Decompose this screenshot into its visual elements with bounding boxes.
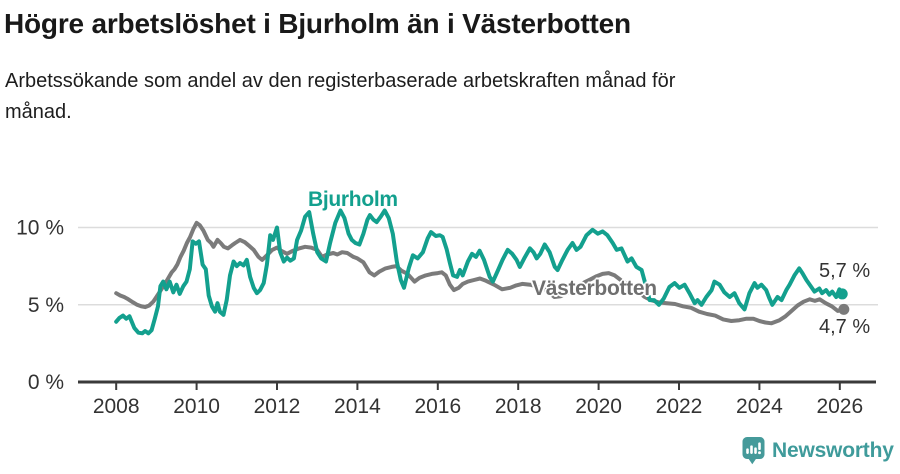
x-tick-label: 2016: [414, 395, 461, 418]
series-label-bjurholm: Bjurholm: [308, 188, 398, 211]
x-tick-label: 2026: [816, 395, 863, 418]
end-value-label-bjurholm: 5,7 %: [819, 260, 871, 282]
newsworthy-logo: Newsworthy: [742, 437, 894, 465]
newsworthy-icon: [742, 437, 765, 465]
x-tick-label: 2018: [495, 395, 542, 418]
series-end-dot-bjurholm: [836, 288, 848, 300]
series-line-västerbotten: [114, 220, 846, 326]
end-value-label-vasterbotten: 4,7 %: [819, 316, 871, 338]
x-tick-label: 2022: [656, 395, 703, 418]
series-line-bjurholm: [114, 208, 845, 336]
x-tick-label: 2012: [254, 395, 301, 418]
series-label-vasterbotten: Västerbotten: [532, 277, 657, 300]
x-tick-label: 2008: [93, 395, 140, 418]
newsworthy-wordmark: Newsworthy: [772, 439, 894, 462]
page-subtitle: Arbetssökande som andel av den registerb…: [5, 70, 676, 123]
y-tick-label: 0 %: [28, 371, 64, 394]
page-title: Högre arbetslöshet i Bjurholm än i Väste…: [4, 8, 631, 39]
x-tick-label: 2010: [173, 395, 220, 418]
y-tick-label: 10 %: [16, 217, 64, 240]
x-tick-label: 2020: [575, 395, 622, 418]
series-end-dot-västerbotten: [838, 303, 850, 315]
x-tick-label: 2014: [334, 395, 381, 418]
x-tick-label: 2024: [736, 395, 783, 418]
y-tick-label: 5 %: [28, 294, 64, 317]
